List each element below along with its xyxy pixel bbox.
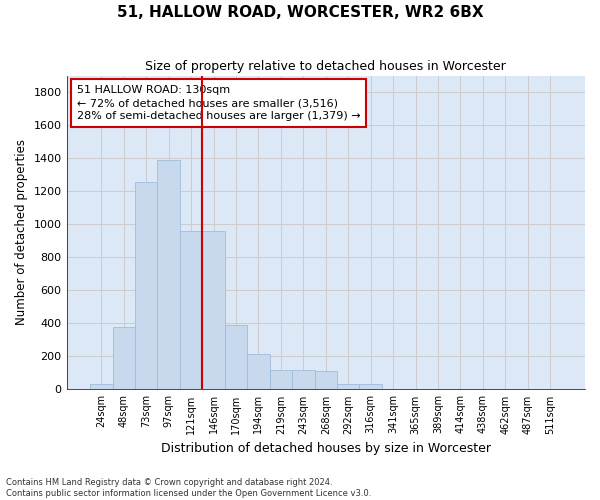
Bar: [359, 384, 382, 390]
Bar: [292, 370, 314, 390]
Title: Size of property relative to detached houses in Worcester: Size of property relative to detached ho…: [145, 60, 506, 73]
Bar: [135, 182, 157, 390]
Text: Contains HM Land Registry data © Crown copyright and database right 2024.
Contai: Contains HM Land Registry data © Crown c…: [6, 478, 371, 498]
Bar: [314, 372, 337, 390]
Bar: [247, 354, 269, 390]
Bar: [337, 384, 359, 390]
Bar: [180, 231, 202, 390]
Y-axis label: Number of detached properties: Number of detached properties: [15, 140, 28, 326]
Bar: [225, 325, 247, 390]
Bar: [269, 370, 292, 390]
Bar: [157, 160, 180, 390]
Bar: [202, 231, 225, 390]
X-axis label: Distribution of detached houses by size in Worcester: Distribution of detached houses by size …: [161, 442, 491, 455]
Bar: [113, 328, 135, 390]
Text: 51 HALLOW ROAD: 130sqm
← 72% of detached houses are smaller (3,516)
28% of semi-: 51 HALLOW ROAD: 130sqm ← 72% of detached…: [77, 85, 361, 122]
Bar: [90, 384, 113, 390]
Text: 51, HALLOW ROAD, WORCESTER, WR2 6BX: 51, HALLOW ROAD, WORCESTER, WR2 6BX: [116, 5, 484, 20]
